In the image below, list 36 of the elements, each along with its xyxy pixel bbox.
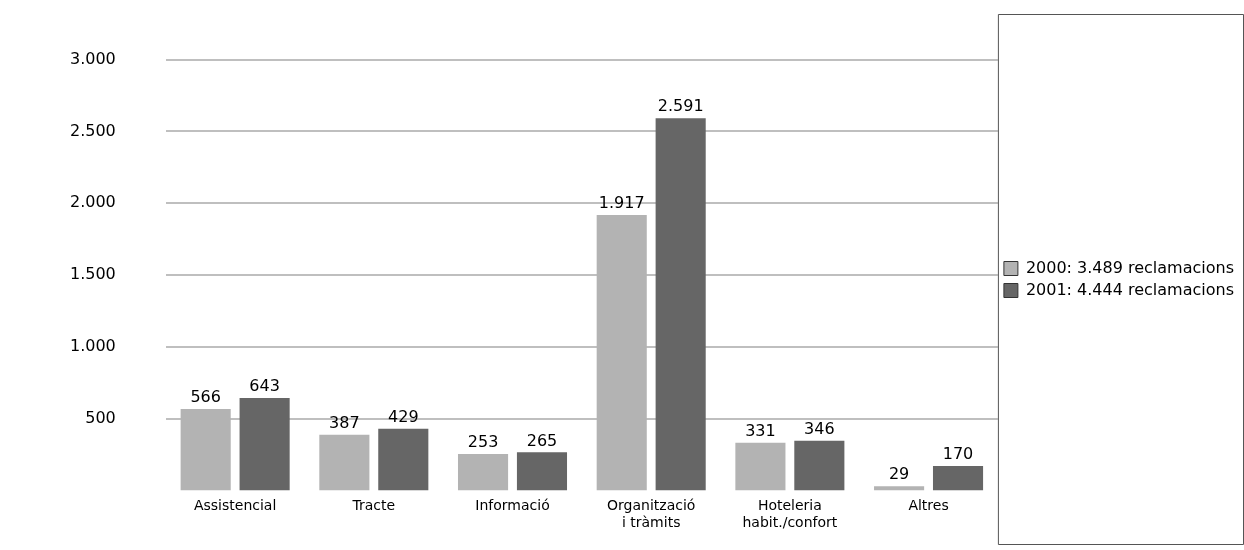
data-label: 331: [745, 421, 776, 441]
x-tick-label: Hoteleria habit./confort: [742, 497, 838, 531]
data-label: 253: [467, 432, 499, 452]
bar: [239, 398, 290, 491]
bar: [319, 434, 370, 491]
bar: [516, 452, 568, 491]
y-tick-label: 500: [85, 407, 116, 427]
x-tick-label: Altres: [908, 497, 949, 514]
y-tick-label: 3.000: [69, 48, 116, 68]
bar: [655, 118, 706, 491]
y-tick-label: 2.000: [69, 192, 116, 212]
bar: [735, 442, 786, 491]
y-tick-label: 2.500: [69, 120, 116, 140]
bar: [874, 486, 925, 491]
bar: [378, 428, 429, 491]
bar: [932, 465, 984, 491]
data-label: 566: [190, 387, 221, 407]
bar: [794, 440, 845, 491]
data-label: 170: [942, 444, 974, 464]
y-tick-label: 1.000: [69, 335, 116, 355]
data-label: 265: [526, 430, 558, 450]
y-tick-label: 1.500: [69, 264, 116, 284]
x-tick-label: Tracte: [351, 497, 396, 514]
x-tick-label: Organització i tràmits: [607, 497, 696, 531]
data-label: 346: [804, 418, 835, 438]
x-tick-label: Assistencial: [193, 497, 277, 514]
data-label: 1.917: [598, 193, 645, 213]
bar: [457, 454, 509, 491]
legend-label: 2001: 4.444 reclamacions: [1025, 279, 1235, 299]
legend-label: 2000: 3.489 reclamacions: [1025, 257, 1235, 277]
data-label: 429: [388, 406, 419, 426]
x-tick-label: Informació: [475, 497, 550, 514]
data-label: 29: [888, 464, 910, 484]
data-label: 643: [249, 376, 280, 396]
data-label: 387: [329, 412, 360, 432]
data-label: 2.591: [657, 96, 704, 116]
